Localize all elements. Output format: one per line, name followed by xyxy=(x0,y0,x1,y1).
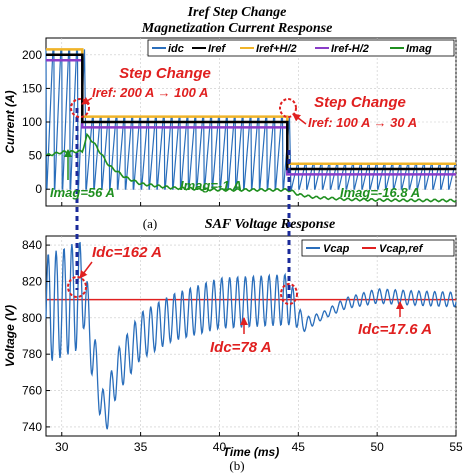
axis-b-xlabel: Time (ms) xyxy=(223,445,279,459)
annotation-iref-step-2: Iref: 100 A → 30 A xyxy=(308,115,417,130)
b-xtick-label: 50 xyxy=(370,440,384,454)
series-iref-lower-line xyxy=(46,58,456,176)
annotation-imag-56: Imag=56 A xyxy=(50,185,115,200)
a-ytick-label: 0 xyxy=(35,182,42,196)
series-group-a xyxy=(45,48,457,203)
b-ytick-label: 760 xyxy=(22,384,42,398)
b-xtick-label: 40 xyxy=(213,440,227,454)
step2-circle-b xyxy=(280,283,298,305)
annotation-idc-162: Idc=162 A xyxy=(92,244,162,261)
axis-b-ylabel: Voltage (V) xyxy=(3,305,17,367)
b-xtick-label: 30 xyxy=(55,440,69,454)
figure-title-line2: Magnetization Current Response xyxy=(141,21,333,36)
annotation-step-change-1: Step Change xyxy=(119,65,211,82)
legend-label-iref: Iref xyxy=(208,43,226,55)
panel-label-b: (b) xyxy=(229,458,244,473)
b-ytick-label: 840 xyxy=(22,238,42,252)
b-ytick-label: 820 xyxy=(22,274,42,288)
ticks-b: 30 35 40 45 50 55 740 760 780 800 820 840 xyxy=(22,238,463,454)
b-ytick-label: 800 xyxy=(22,311,42,325)
annotation-iref-step-1: Iref: 200 A → 100 A xyxy=(92,85,208,100)
b-xtick-label: 35 xyxy=(134,440,148,454)
legend-b: Vcap Vcap,ref xyxy=(301,239,455,257)
legend-label-imag: Imag xyxy=(406,43,432,55)
arrow-iref-step-1 xyxy=(81,96,93,105)
series-imag-line xyxy=(45,132,457,203)
legend-label-iref-upper: Iref+H/2 xyxy=(256,43,297,55)
panel-label-a: (a) xyxy=(143,216,157,231)
chart-b-title: SAF Voltage Response xyxy=(205,217,335,232)
arrow-idc-162 xyxy=(79,261,93,279)
axes-b-frame xyxy=(45,235,457,437)
b-xtick-label: 55 xyxy=(449,440,463,454)
legend-b-box xyxy=(301,239,455,257)
a-ytick-label: 200 xyxy=(22,48,42,62)
legend-label-vcap: Vcap xyxy=(323,243,350,255)
legend-a: idc Iref Iref+H/2 Iref-H/2 Imag xyxy=(147,39,455,57)
annotation-idc-17: Idc=17.6 A xyxy=(358,321,432,338)
series-group-b xyxy=(45,241,457,430)
b-ytick-label: 740 xyxy=(22,420,42,434)
a-ytick-label: 50 xyxy=(29,149,43,163)
ticks-a: 0 50 100 150 200 xyxy=(22,48,457,206)
arrow-iref-step-2 xyxy=(292,113,307,125)
annotation-imag-neg1: Imag=-1 A xyxy=(180,178,242,193)
series-iref-upper-line xyxy=(46,48,456,165)
a-ytick-label: 100 xyxy=(22,115,42,129)
annotation-idc-78: Idc=78 A xyxy=(210,339,272,356)
annotation-imag-neg16: Imag=-16.8 A xyxy=(340,185,420,200)
legend-label-idc: idc xyxy=(168,43,184,55)
step1-circle-a xyxy=(70,98,90,118)
step2-circle-a xyxy=(279,98,297,118)
series-iref-line xyxy=(46,53,456,171)
legend-label-iref-lower: Iref-H/2 xyxy=(331,43,369,55)
b-xtick-label: 45 xyxy=(292,440,306,454)
series-vcap-line xyxy=(45,241,457,430)
figure-title-line1: Iref Step Change xyxy=(187,5,287,20)
axis-a-ylabel: Current (A) xyxy=(3,90,17,153)
annotation-step-change-2: Step Change xyxy=(314,94,406,111)
step1-circle-b xyxy=(67,276,87,298)
legend-a-box xyxy=(147,39,455,57)
b-ytick-label: 780 xyxy=(22,347,42,361)
legend-label-vcap-ref: Vcap,ref xyxy=(379,243,424,255)
a-ytick-label: 150 xyxy=(22,81,42,95)
